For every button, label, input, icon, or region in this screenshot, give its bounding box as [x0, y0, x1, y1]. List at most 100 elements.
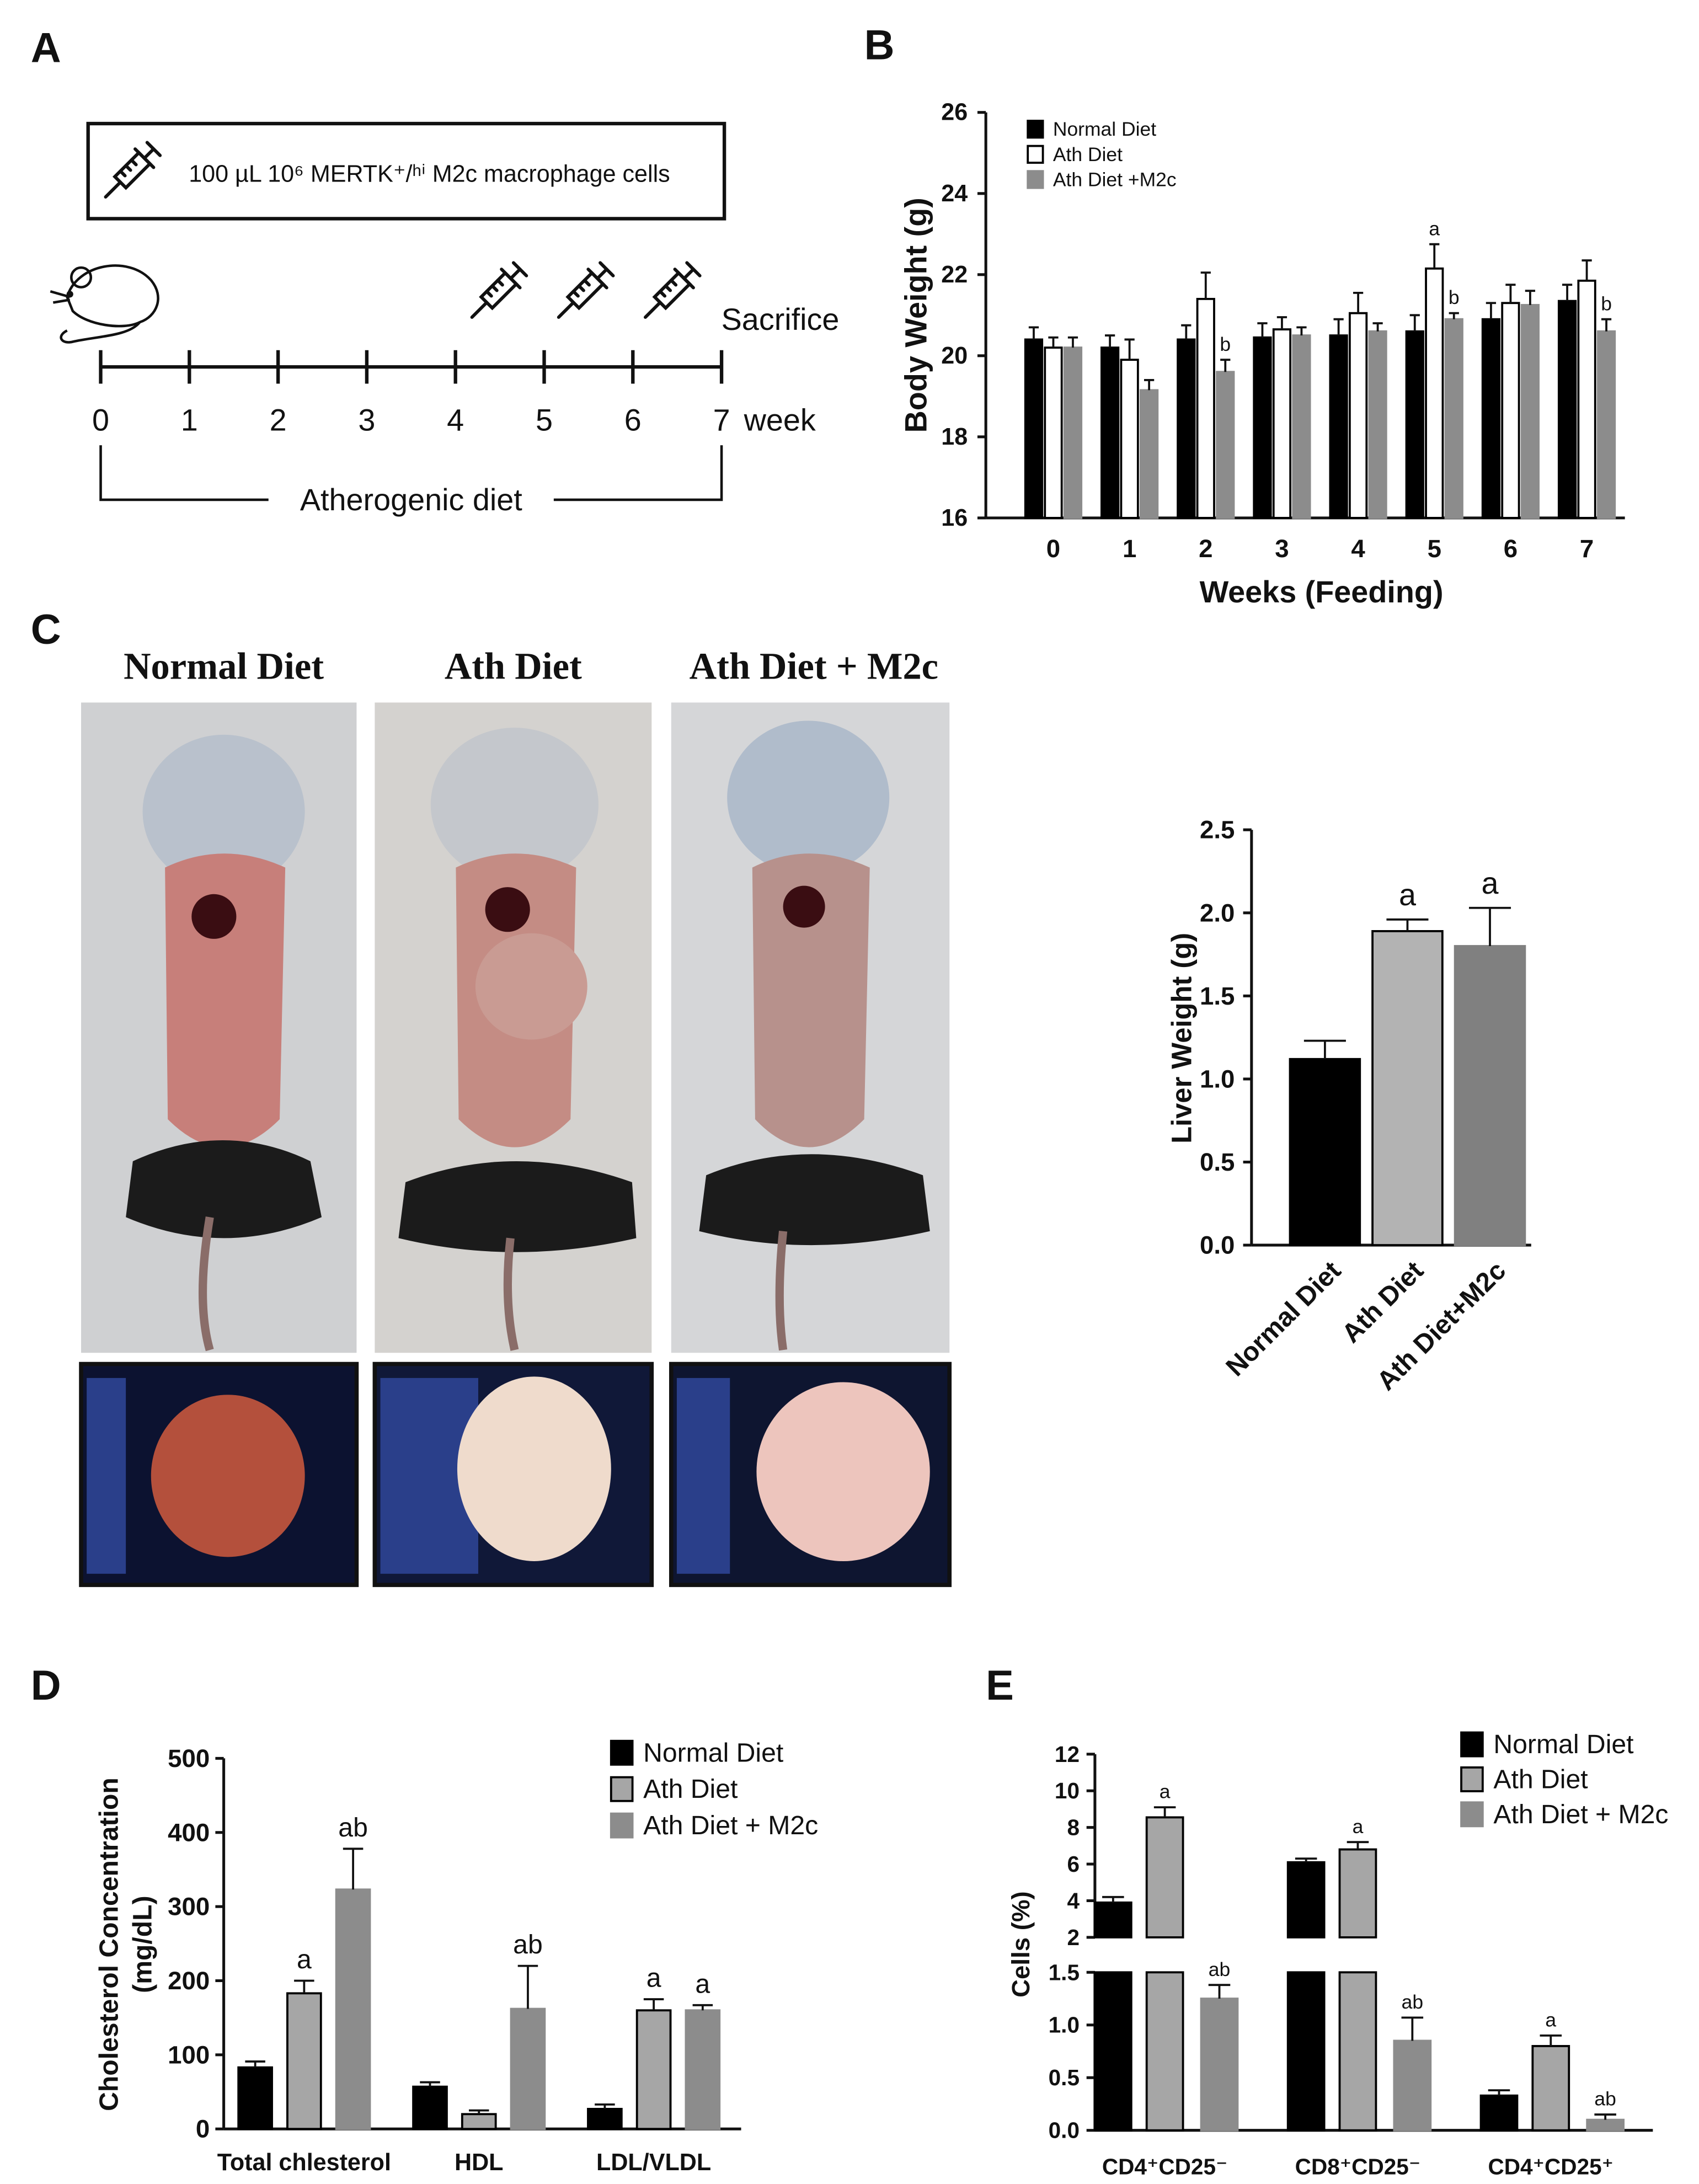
bar	[237, 2066, 273, 2130]
y-tick-label: 24	[941, 180, 968, 207]
bar	[1177, 338, 1196, 519]
legend-label: Ath Diet +M2c	[1053, 168, 1177, 190]
significance-label: a	[647, 1963, 661, 1993]
bar	[1501, 302, 1520, 519]
bar	[510, 2007, 546, 2130]
sacrifice-label: Sacrifice	[722, 302, 840, 337]
significance-label: a	[1353, 1815, 1364, 1838]
timeline-label: 7	[713, 403, 730, 437]
syringe-icon	[549, 260, 616, 326]
significance-label: ab	[513, 1930, 543, 1959]
panel-label: C	[31, 606, 61, 653]
y-tick-label: 1.5	[1049, 1959, 1080, 1985]
bar	[1586, 2118, 1625, 2132]
panel-label: B	[864, 22, 895, 69]
bar	[1292, 334, 1311, 519]
x-tick-label: Normal Diet	[1220, 1256, 1347, 1382]
bar	[1520, 304, 1540, 519]
panel-label: E	[986, 1662, 1014, 1709]
bar	[1216, 371, 1235, 519]
y-tick-label: 16	[941, 505, 968, 531]
y-tick-label: 100	[168, 2041, 210, 2069]
bar	[1140, 389, 1159, 519]
dissection-photo	[671, 702, 950, 1353]
timeline-label: 0	[92, 403, 109, 437]
timeline-label: 6	[624, 403, 642, 437]
bar	[1044, 346, 1063, 519]
bar	[635, 2009, 672, 2130]
bar	[1531, 2045, 1570, 2132]
syringe-icon	[636, 260, 702, 326]
x-tick-label: CD4⁺CD25⁺	[1488, 2154, 1613, 2180]
bar	[1286, 1861, 1326, 1939]
significance-label: a	[1545, 2009, 1556, 2031]
liver-photo	[669, 1361, 952, 1587]
photo-panels: Normal Diet Ath Diet Ath Diet + M2c	[79, 645, 952, 1587]
timeline-label: 2	[270, 403, 287, 437]
legend-swatch	[610, 1776, 634, 1802]
x-tick-label: LDL/VLDL	[596, 2149, 711, 2176]
legend-label: Ath Diet	[1493, 1764, 1588, 1794]
x-tick-label: 7	[1580, 535, 1594, 563]
legend-swatch	[610, 1739, 634, 1766]
significance-label: a	[1429, 217, 1440, 239]
x-tick-label: HDL	[455, 2149, 504, 2176]
y-tick-label: 0	[196, 2115, 210, 2143]
bar	[286, 1992, 322, 2130]
bar	[1329, 334, 1348, 519]
bar	[1371, 930, 1444, 1246]
bar	[1338, 1848, 1377, 1939]
bar	[1348, 312, 1368, 519]
y-tick-label: 0.0	[1049, 2118, 1080, 2143]
bar	[1196, 298, 1215, 519]
panel-label: A	[31, 25, 61, 72]
y-tick-label: 4	[1067, 1888, 1080, 1913]
bar	[1479, 2094, 1519, 2132]
y-tick-label: 10	[1055, 1778, 1080, 1803]
timeline-label: 3	[358, 403, 375, 437]
injection-box	[86, 121, 726, 221]
bar	[1253, 336, 1272, 519]
bar	[1338, 1971, 1377, 2132]
diet-bracket	[99, 445, 723, 501]
y-tick-label: 6	[1067, 1851, 1080, 1877]
timeline-label: 4	[447, 403, 464, 437]
liver-photo	[79, 1361, 359, 1587]
legend-swatch	[1027, 145, 1044, 164]
significance-label: a	[1482, 866, 1499, 900]
significance-label: a	[695, 1969, 710, 1999]
legend-swatch	[1460, 1731, 1484, 1758]
y-tick-label: 0.0	[1200, 1231, 1235, 1259]
bar	[1596, 330, 1616, 519]
legend-swatch	[1027, 170, 1044, 189]
legend-swatch	[1460, 1801, 1484, 1828]
y-tick-label: 20	[941, 343, 968, 369]
y-tick-label: 1.5	[1200, 982, 1235, 1010]
legend-label: Ath Diet + M2c	[643, 1811, 818, 1840]
legend-label: Normal Diet	[1053, 118, 1156, 140]
y-tick-label: 2	[1067, 1925, 1080, 1950]
bar	[1145, 1816, 1184, 1939]
bar	[1557, 300, 1577, 519]
x-tick-label: CD4⁺CD25⁻	[1102, 2154, 1228, 2180]
syringe-icon	[463, 260, 529, 326]
photo-title: Ath Diet + M2c	[690, 645, 938, 687]
significance-label: b	[1601, 292, 1612, 314]
bar	[461, 2113, 497, 2130]
diet-label: Atherogenic diet	[300, 483, 522, 517]
significance-label: a	[1160, 1781, 1171, 1803]
legend-label: Ath Diet + M2c	[1493, 1799, 1668, 1829]
significance-label: a	[297, 1945, 312, 1974]
bar	[1100, 346, 1120, 519]
y-tick-label: 1.0	[1200, 1065, 1235, 1093]
x-tick-label: 3	[1275, 535, 1289, 563]
significance-label: b	[1449, 286, 1460, 308]
significance-label: ab	[338, 1813, 368, 1843]
x-tick-label: 5	[1428, 535, 1441, 563]
bar	[1454, 945, 1526, 1246]
y-axis-label: Cholesterol Concentration	[94, 1777, 124, 2111]
bar	[412, 2085, 448, 2130]
legend-label: Ath Diet	[1053, 143, 1123, 165]
y-axis-label: Cells (%)	[1007, 1891, 1035, 1998]
bar	[1286, 1971, 1326, 2132]
